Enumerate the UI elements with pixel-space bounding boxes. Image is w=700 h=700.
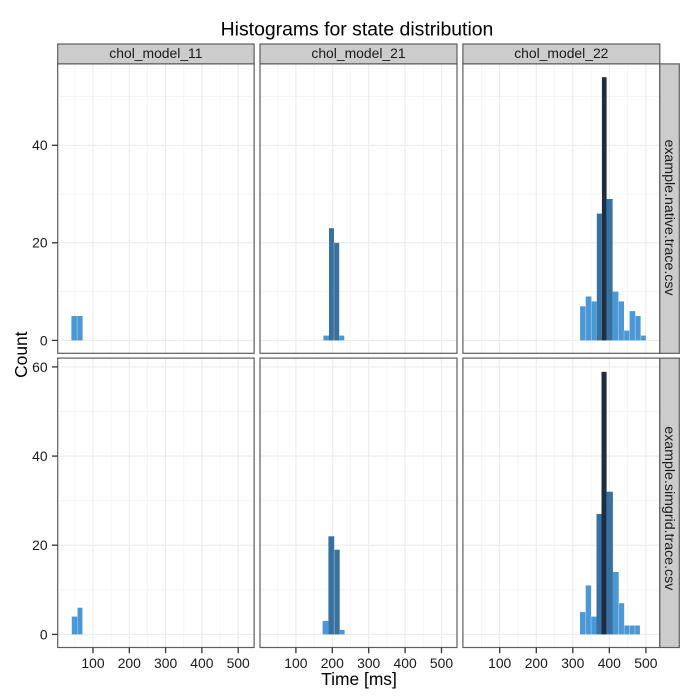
svg-text:chol_model_22: chol_model_22 (514, 45, 608, 61)
svg-text:20: 20 (32, 235, 48, 251)
svg-text:500: 500 (227, 655, 250, 671)
svg-text:40: 40 (32, 137, 48, 153)
svg-text:100: 100 (284, 655, 307, 671)
svg-text:Count: Count (11, 331, 31, 378)
svg-text:200: 200 (118, 655, 141, 671)
svg-text:500: 500 (430, 655, 453, 671)
svg-text:Histograms for state distribut: Histograms for state distribution (221, 19, 494, 41)
svg-text:Time [ms]: Time [ms] (321, 669, 397, 689)
svg-text:example.simgrid.trace.csv: example.simgrid.trace.csv (661, 426, 677, 591)
svg-text:100: 100 (81, 655, 104, 671)
svg-text:500: 500 (634, 655, 657, 671)
svg-text:chol_model_11: chol_model_11 (109, 45, 202, 61)
svg-text:400: 400 (394, 655, 417, 671)
svg-text:0: 0 (40, 626, 48, 642)
svg-text:100: 100 (488, 655, 511, 671)
svg-text:example.native.trace.csv: example.native.trace.csv (661, 139, 677, 296)
svg-text:400: 400 (598, 655, 621, 671)
svg-text:400: 400 (190, 655, 213, 671)
svg-text:chol_model_21: chol_model_21 (311, 45, 405, 61)
svg-text:40: 40 (32, 448, 48, 464)
svg-text:60: 60 (32, 359, 48, 375)
svg-text:0: 0 (40, 332, 48, 348)
svg-text:300: 300 (561, 655, 584, 671)
svg-text:200: 200 (321, 655, 344, 671)
svg-text:300: 300 (357, 655, 380, 671)
svg-text:200: 200 (525, 655, 548, 671)
svg-text:20: 20 (32, 537, 48, 553)
svg-text:300: 300 (154, 655, 177, 671)
